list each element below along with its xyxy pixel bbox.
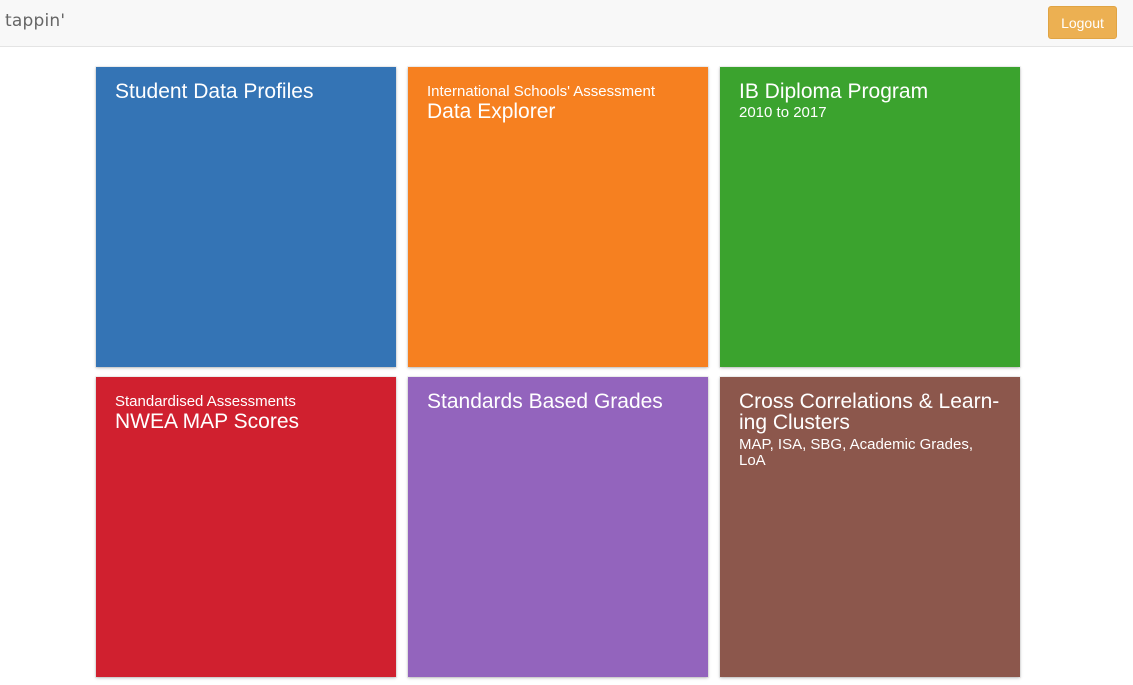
tile-title: NWEA MAP Scores — [115, 409, 299, 433]
dashboard-grid: Student Data Profiles International Scho… — [96, 67, 1020, 678]
brand-logo[interactable]: tappin' — [5, 11, 66, 31]
tile-pretitle: International Schools' Assessment — [427, 83, 655, 100]
tile-subtitle: MAP, ISA, SBG, Academic Grades, LoA — [739, 435, 973, 469]
tile-title: IB Diploma Program — [739, 80, 929, 103]
tile-title: Cross Correlations & Learn-ing Clusters — [739, 390, 1000, 435]
top-navbar: tappin' Logout — [0, 0, 1133, 47]
tile-title: Data Explorer — [427, 99, 556, 123]
tile-title: Standards Based Grades — [427, 390, 663, 413]
tile-isa-data-explorer[interactable]: International Schools' Assessment Data E… — [408, 67, 708, 367]
logout-button[interactable]: Logout — [1048, 6, 1117, 39]
tile-cross-correlations[interactable]: Cross Correlations & Learn-ing Clusters … — [720, 377, 1020, 677]
tile-ib-diploma-program[interactable]: IB Diploma Program 2010 to 2017 — [720, 67, 1020, 367]
tile-student-data-profiles[interactable]: Student Data Profiles — [96, 67, 396, 367]
tile-title: Student Data Profiles — [115, 80, 314, 103]
tile-standards-based-grades[interactable]: Standards Based Grades — [408, 377, 708, 677]
tile-subtitle: 2010 to 2017 — [739, 104, 827, 122]
tile-pretitle: Standardised Assessments — [115, 393, 296, 410]
tile-nwea-map-scores[interactable]: Standardised Assessments NWEA MAP Scores — [96, 377, 396, 677]
